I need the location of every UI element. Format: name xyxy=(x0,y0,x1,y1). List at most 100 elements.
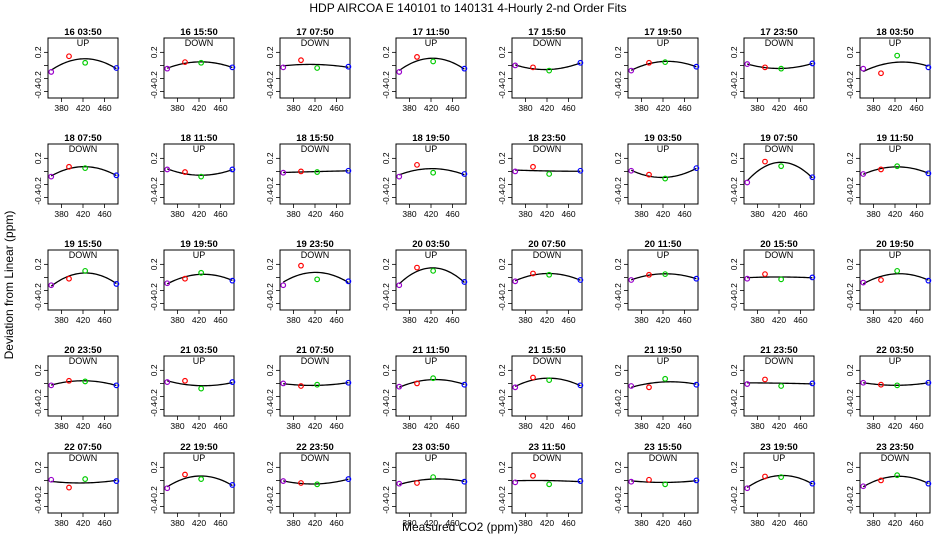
data-point xyxy=(164,65,171,72)
y-tick-label: -0.2 xyxy=(381,71,391,86)
data-point xyxy=(298,480,304,486)
y-tick-label: -0.4 xyxy=(729,402,739,417)
x-tick-label: 460 xyxy=(445,315,459,325)
y-tick-label: -0.4 xyxy=(33,402,43,417)
x-tick-label: 380 xyxy=(402,209,416,219)
x-tick-label: 420 xyxy=(656,209,670,219)
y-tick-label: 0.2 xyxy=(381,46,391,58)
y-tick-label: -0.4 xyxy=(497,402,507,417)
data-point xyxy=(878,477,884,484)
y-tick-label: 0.2 xyxy=(497,46,507,58)
panel-title: 18 03:50 xyxy=(876,27,914,38)
panel-direction-label: UP xyxy=(193,250,206,260)
fit-curve xyxy=(862,61,929,73)
fit-curve xyxy=(399,478,465,486)
data-point xyxy=(512,278,519,285)
x-tick-label: 420 xyxy=(540,209,554,219)
panel-title: 18 23:50 xyxy=(528,133,566,144)
x-tick-label: 420 xyxy=(76,103,90,113)
x-tick-label: 460 xyxy=(561,209,575,219)
data-point xyxy=(744,485,751,492)
panel-title: 23 03:50 xyxy=(412,442,450,453)
data-point xyxy=(512,479,519,486)
x-tick-label: 380 xyxy=(750,518,764,528)
panel-title: 23 15:50 xyxy=(644,442,682,453)
y-tick-label: -0.2 xyxy=(265,177,275,192)
data-point xyxy=(82,165,89,172)
y-tick-label: 0.2 xyxy=(149,461,159,473)
fit-curve xyxy=(862,273,929,285)
y-tick-label: -0.2 xyxy=(149,71,159,86)
data-point xyxy=(878,277,884,283)
fit-curve xyxy=(630,60,697,71)
y-tick-label: -0.4 xyxy=(729,296,739,311)
data-point xyxy=(809,380,816,387)
y-tick-label: -0.4 xyxy=(33,190,43,205)
data-point xyxy=(198,476,205,482)
data-point xyxy=(345,278,352,285)
data-point xyxy=(662,175,669,182)
panel-title: 23 19:50 xyxy=(760,442,798,453)
y-tick-label: -0.4 xyxy=(265,296,275,311)
y-tick-label: -0.2 xyxy=(613,177,623,192)
panel-title: 21 03:50 xyxy=(180,345,218,356)
data-point xyxy=(345,476,352,482)
y-tick-label: -0.2 xyxy=(845,177,855,192)
y-tick-label: -0.4 xyxy=(381,190,391,205)
data-point xyxy=(414,264,420,271)
x-tick-label: 460 xyxy=(909,209,923,219)
y-tick-label: 0.2 xyxy=(497,258,507,270)
fit-curve xyxy=(630,167,697,179)
data-point xyxy=(66,484,72,491)
data-point xyxy=(414,54,420,60)
data-point xyxy=(878,381,884,388)
x-tick-label: 460 xyxy=(97,103,111,113)
y-tick-label: -0.4 xyxy=(265,190,275,205)
panel-direction-label: UP xyxy=(425,250,438,260)
x-tick-label: 420 xyxy=(192,103,206,113)
x-tick-label: 460 xyxy=(97,209,111,219)
data-point xyxy=(229,166,236,173)
y-tick-label: -0.2 xyxy=(265,486,275,501)
y-tick-label: -0.2 xyxy=(729,177,739,192)
fit-curve xyxy=(166,475,233,488)
y-tick-label: -0.4 xyxy=(497,190,507,205)
data-point xyxy=(66,275,72,282)
x-tick-label: 420 xyxy=(888,518,902,528)
x-tick-label: 420 xyxy=(656,421,670,431)
x-tick-label: 460 xyxy=(329,518,343,528)
y-tick-label: -0.4 xyxy=(497,296,507,311)
data-point xyxy=(164,280,171,287)
fit-curve xyxy=(283,63,349,68)
y-tick-label: -0.4 xyxy=(845,499,855,514)
x-tick-label: 420 xyxy=(540,518,554,528)
data-point xyxy=(693,63,700,70)
x-tick-label: 420 xyxy=(888,209,902,219)
data-point xyxy=(66,377,72,384)
y-tick-label: -0.2 xyxy=(729,283,739,298)
x-tick-label: 420 xyxy=(76,315,90,325)
panel-direction-label: UP xyxy=(657,250,670,260)
data-point xyxy=(762,271,768,278)
panel-title: 21 07:50 xyxy=(296,345,334,356)
data-point xyxy=(182,377,188,384)
panel-title: 20 11:50 xyxy=(645,239,682,250)
panel-direction-label: UP xyxy=(657,144,670,154)
y-tick-label: 0.2 xyxy=(729,46,739,58)
x-tick-label: 420 xyxy=(540,421,554,431)
data-point xyxy=(461,65,468,72)
y-tick-label: -0.2 xyxy=(33,177,43,192)
panel-title: 19 19:50 xyxy=(180,239,218,250)
data-point xyxy=(878,166,884,173)
data-point xyxy=(512,62,519,69)
data-point xyxy=(860,379,867,386)
